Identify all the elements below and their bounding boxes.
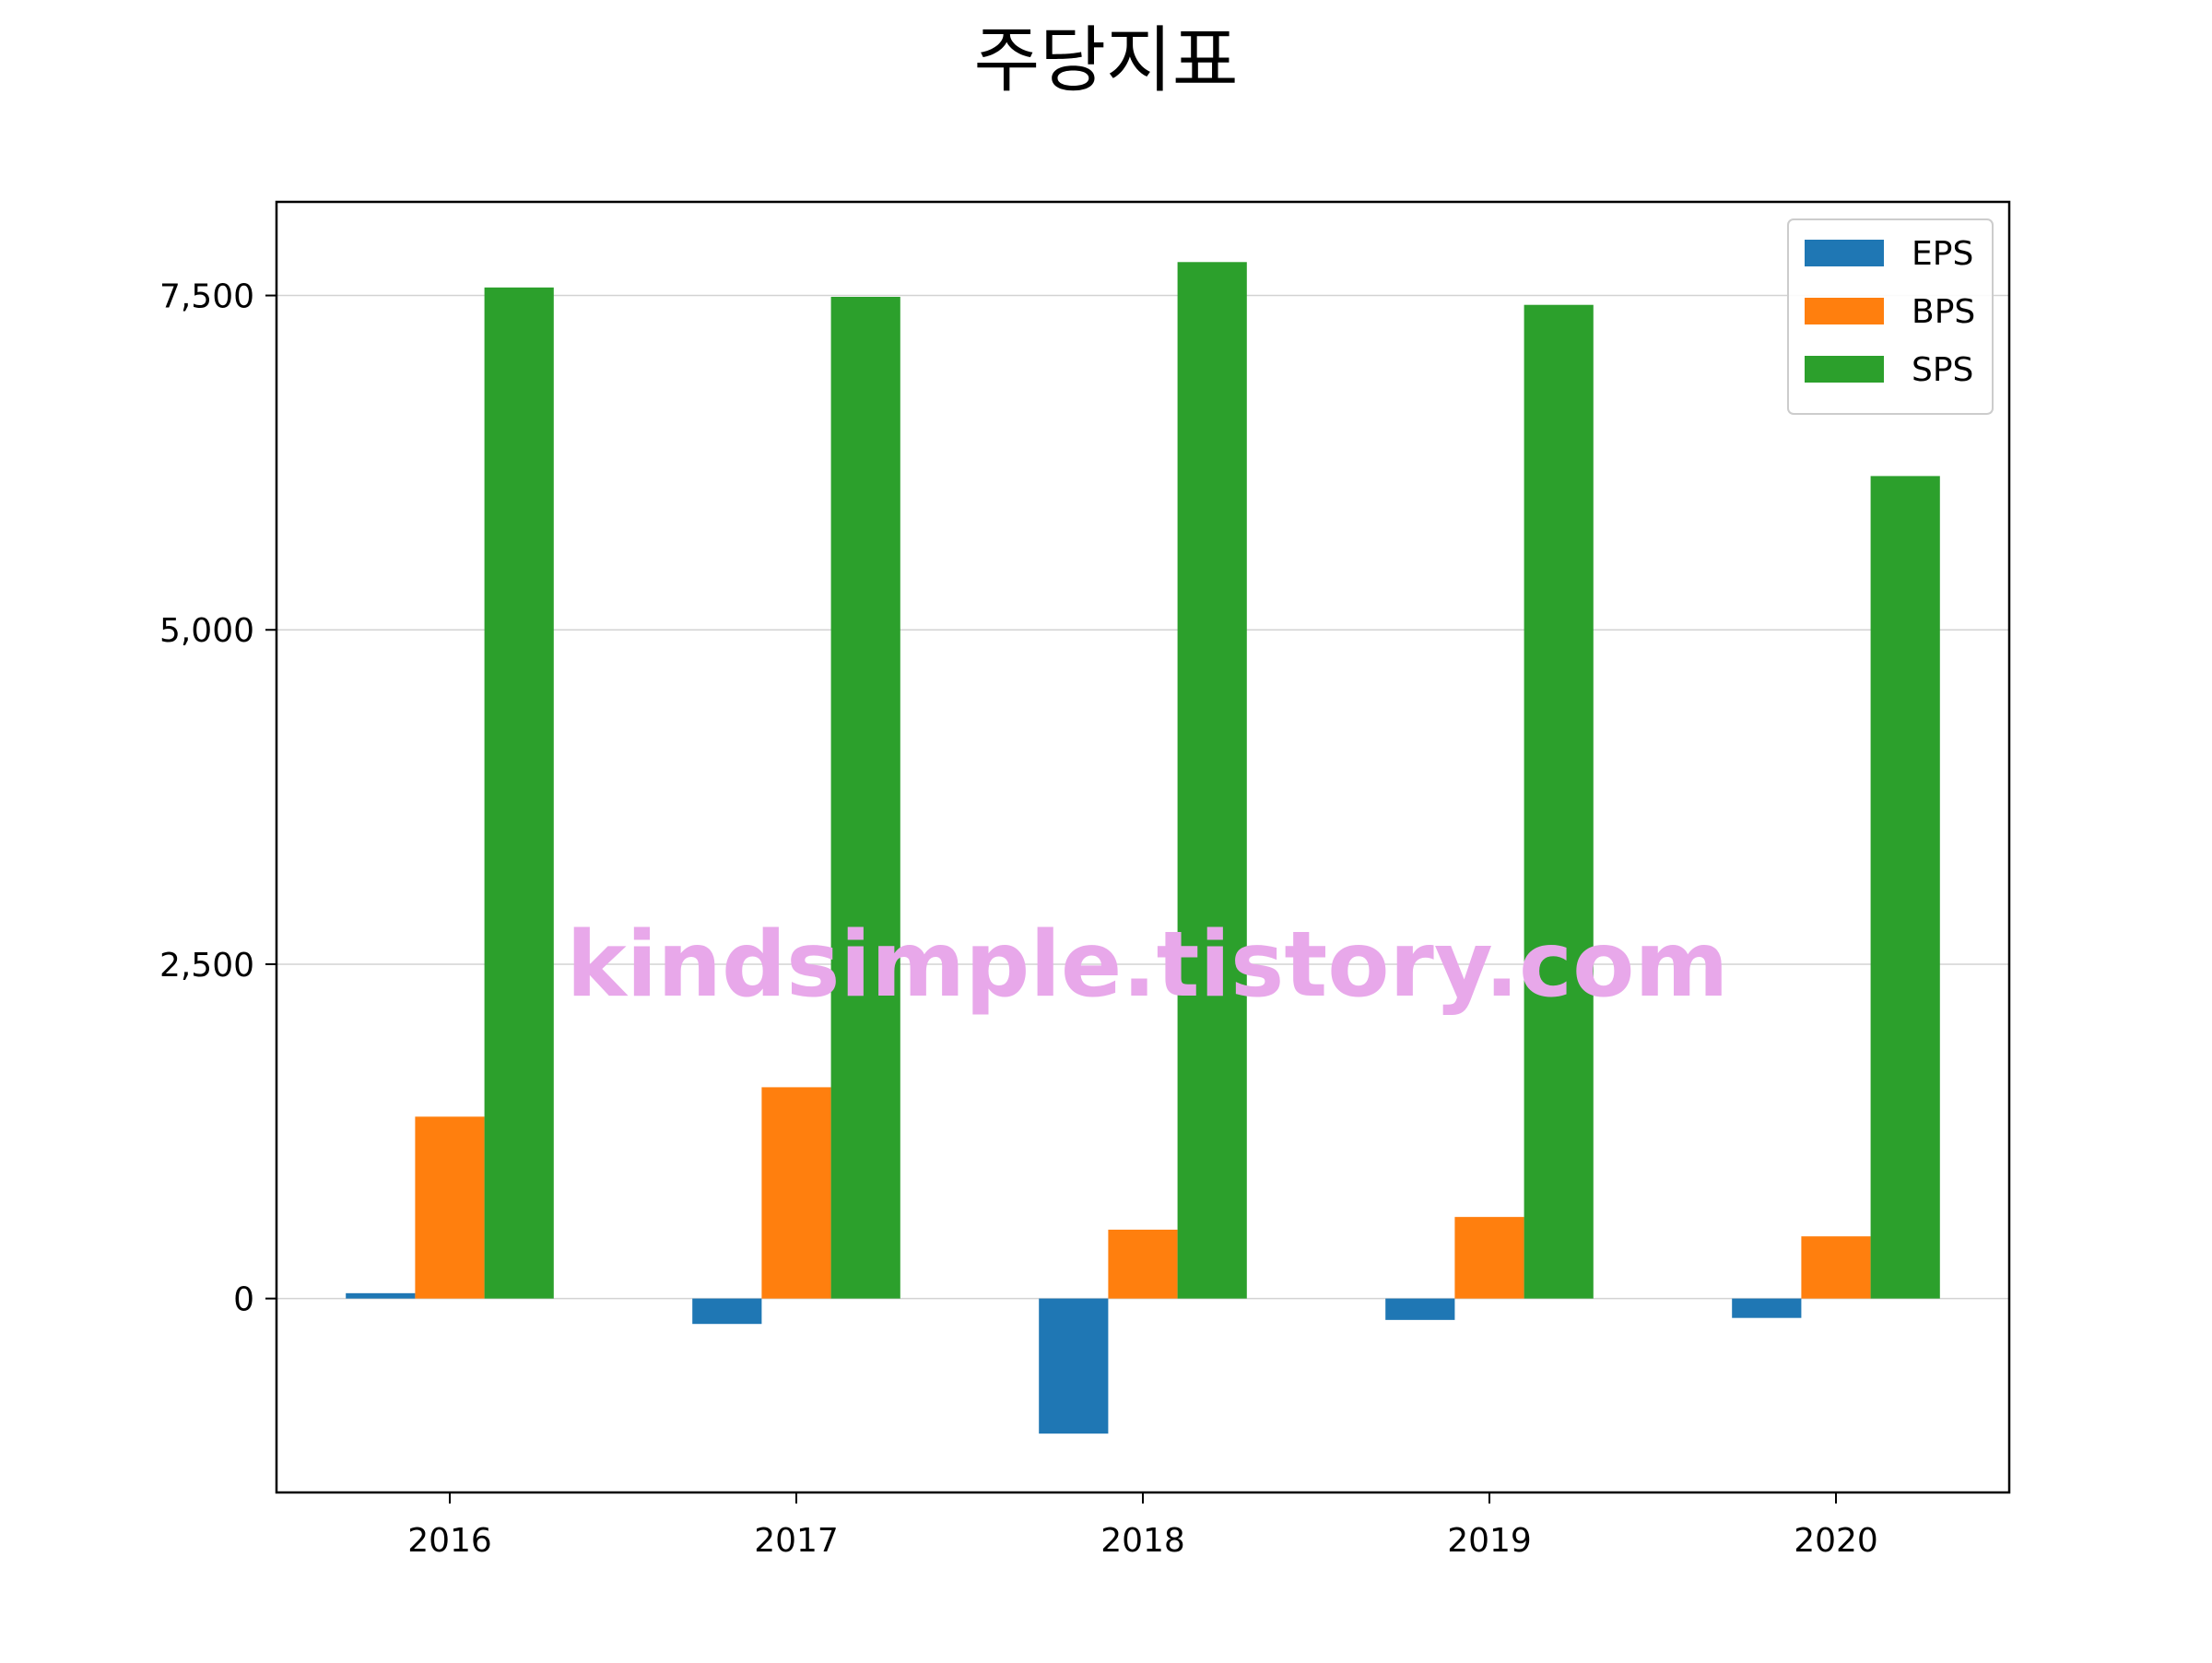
y-axis: 0 2,500 5,000 7,500 (159, 278, 276, 1319)
bar-eps-2019 (1385, 1298, 1455, 1320)
legend-label-bps: BPS (1912, 293, 1975, 331)
chart-title: 주당지표 (973, 19, 1238, 102)
bar-bps-2016 (415, 1116, 485, 1299)
bar-sps-2016 (484, 287, 554, 1299)
legend-label-sps: SPS (1912, 351, 1973, 389)
x-tick-label: 2016 (407, 1522, 492, 1560)
bar-bps-2019 (1454, 1217, 1524, 1299)
x-tick-label: 2018 (1100, 1522, 1185, 1560)
bar-eps-2018 (1039, 1298, 1109, 1434)
bar-sps-2018 (1177, 262, 1247, 1299)
bar-eps-2020 (1732, 1298, 1802, 1318)
x-axis: 2016 2017 2018 2019 2020 (407, 1492, 1878, 1560)
legend-swatch-sps (1805, 356, 1884, 383)
bar-sps-2017 (830, 297, 900, 1299)
y-tick-label: 5,000 (159, 612, 254, 650)
watermark: kindsimple.tistory.com (566, 913, 1728, 1018)
bar-eps-2016 (346, 1292, 416, 1299)
x-tick-label: 2020 (1794, 1522, 1878, 1560)
legend-swatch-bps (1805, 298, 1884, 324)
x-tick-label: 2017 (754, 1522, 839, 1560)
bar-sps-2020 (1870, 476, 1940, 1299)
y-tick-label: 7,500 (159, 278, 254, 316)
bar-bps-2018 (1108, 1229, 1178, 1299)
bar-bps-2020 (1801, 1236, 1871, 1299)
gridlines (276, 294, 2009, 1300)
y-tick-label: 0 (233, 1281, 254, 1319)
y-tick-label: 2,500 (159, 947, 254, 985)
bar-bps-2017 (761, 1087, 831, 1299)
bar-sps-2019 (1524, 304, 1594, 1299)
legend: EPS BPS SPS (1787, 218, 1994, 415)
legend-label-eps: EPS (1912, 235, 1973, 273)
x-tick-label: 2019 (1447, 1522, 1532, 1560)
bars (346, 262, 1940, 1434)
bar-eps-2017 (692, 1298, 762, 1325)
legend-swatch-eps (1805, 240, 1884, 266)
